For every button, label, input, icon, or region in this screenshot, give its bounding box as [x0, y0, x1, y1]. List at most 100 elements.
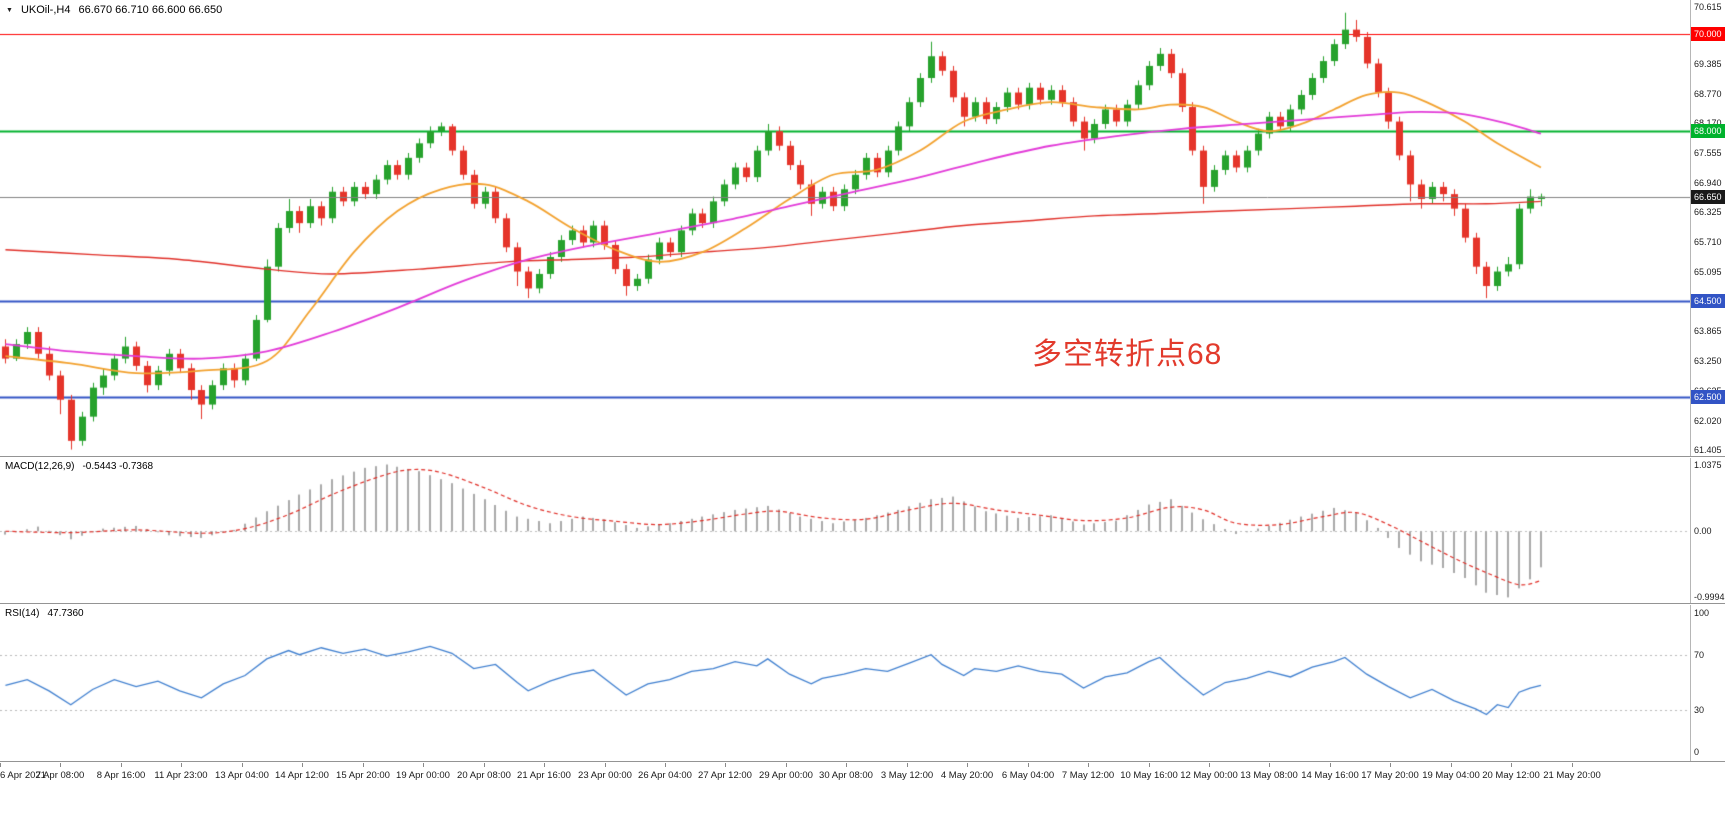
- rsi-tick-label: 100: [1694, 608, 1710, 618]
- time-tick: [544, 763, 545, 767]
- macd-tick-label: 0.00: [1694, 526, 1712, 537]
- price-tick-label: 62.020: [1694, 415, 1722, 426]
- time-tick: [242, 763, 243, 767]
- time-axis-label: 20 May 12:00: [1482, 770, 1540, 781]
- time-axis-label: 11 Apr 23:00: [154, 770, 208, 781]
- chart-header: ▼ UKOil-,H4 66.670 66.710 66.600 66.650: [6, 4, 222, 16]
- rsi-indicator-name: RSI(14): [5, 608, 40, 619]
- price-level-badge: 68.000: [1691, 124, 1725, 139]
- time-axis-label: 23 Apr 00:00: [578, 770, 632, 781]
- time-axis-label: 19 Apr 00:00: [396, 770, 450, 781]
- rsi-chart-canvas[interactable]: [0, 605, 1690, 762]
- time-axis-label: 30 Apr 08:00: [819, 770, 873, 781]
- price-level-badge: 64.500: [1691, 293, 1725, 308]
- rsi-indicator-value: 47.7360: [47, 608, 84, 619]
- time-tick: [302, 763, 303, 767]
- price-level-badge: 70.000: [1691, 27, 1725, 42]
- ohlc-values: 66.670 66.710 66.600 66.650: [78, 4, 223, 16]
- macd-indicator-name: MACD(12,26,9): [5, 461, 75, 472]
- time-tick: [907, 763, 908, 767]
- time-axis-label: 14 May 16:00: [1301, 770, 1359, 781]
- time-axis-label: 27 Apr 12:00: [698, 770, 752, 781]
- macd-panel: 1.0375 0.00 -0.9994 MACD(12,26,9) -0.5443 …: [0, 458, 1725, 604]
- time-axis-label: 7 May 12:00: [1061, 770, 1115, 781]
- rsi-panel: 100 70 30 0 RSI(14) 47.7360: [0, 605, 1725, 762]
- rsi-axis: 100 70 30 0: [1690, 605, 1725, 761]
- time-tick: [60, 763, 61, 767]
- time-tick: [121, 763, 122, 767]
- time-tick: [725, 763, 726, 767]
- time-axis-label: 13 Apr 04:00: [215, 770, 269, 781]
- rsi-tick-label: 70: [1694, 649, 1705, 660]
- time-axis-label: 26 Apr 04:00: [638, 770, 692, 781]
- price-tick-label: 68.770: [1694, 88, 1722, 99]
- time-axis-label: 6 Apr 2021: [0, 770, 46, 781]
- price-axis: 70.615 70.000 69.385 68.770 68.170 67.555 66.9…: [1690, 0, 1725, 456]
- time-tick: [1451, 763, 1452, 767]
- price-tick-label: 66.325: [1694, 207, 1722, 218]
- price-chart-canvas[interactable]: [0, 0, 1690, 457]
- time-axis-label: 19 May 04:00: [1422, 770, 1480, 781]
- price-tick-label: 69.385: [1694, 59, 1722, 70]
- price-tick-label: 65.095: [1694, 266, 1722, 277]
- time-axis-label: 6 May 04:00: [1001, 770, 1055, 781]
- time-tick: [423, 763, 424, 767]
- price-tick-label: 63.250: [1694, 356, 1722, 367]
- time-axis-label: 21 Apr 16:00: [517, 770, 571, 781]
- time-tick: [1511, 763, 1512, 767]
- macd-chart-canvas[interactable]: [0, 458, 1690, 604]
- time-axis-label: 7 Apr 08:00: [35, 770, 85, 781]
- time-tick: [1572, 763, 1573, 767]
- macd-tick-label: 1.0375: [1694, 460, 1722, 470]
- price-tick-label: 66.940: [1694, 177, 1722, 188]
- time-tick: [967, 763, 968, 767]
- time-tick: [181, 763, 182, 767]
- symbol-period-label: UKOil-,H4: [20, 4, 71, 16]
- annotation-text: 多空转折点68: [1032, 338, 1223, 371]
- macd-tick-label: -0.9994: [1694, 592, 1725, 602]
- time-axis-label: 14 Apr 12:00: [275, 770, 329, 781]
- time-tick: [1149, 763, 1150, 767]
- price-tick-label: 65.710: [1694, 237, 1722, 247]
- rsi-tick-label: 0: [1694, 747, 1700, 757]
- macd-axis: 1.0375 0.00 -0.9994: [1690, 458, 1725, 603]
- time-tick: [1269, 763, 1270, 767]
- price-tick-label: 61.405: [1694, 445, 1722, 455]
- time-tick: [1330, 763, 1331, 767]
- price-level-badge: 66.650: [1691, 189, 1725, 204]
- time-axis-label: 12 May 00:00: [1180, 770, 1238, 781]
- time-tick: [665, 763, 666, 767]
- time-axis-label: 29 Apr 00:00: [759, 770, 813, 781]
- rsi-label: RSI(14) 47.7360: [5, 608, 84, 619]
- time-tick: [1209, 763, 1210, 767]
- time-axis-label: 21 May 20:00: [1543, 770, 1601, 781]
- time-axis-label: 10 May 16:00: [1120, 770, 1178, 781]
- chevron-down-icon[interactable]: ▼: [6, 7, 13, 14]
- price-panel: 70.615 70.000 69.385 68.770 68.170 67.555 66.9…: [0, 0, 1725, 457]
- price-tick-label: 63.865: [1694, 326, 1722, 337]
- time-tick: [363, 763, 364, 767]
- rsi-tick-label: 30: [1694, 705, 1705, 716]
- price-tick-label: 70.615: [1694, 2, 1722, 12]
- time-axis-label: 20 Apr 08:00: [457, 770, 511, 781]
- time-tick: [846, 763, 847, 767]
- time-tick: [484, 763, 485, 767]
- time-axis-label: 4 May 20:00: [940, 770, 994, 781]
- time-tick: [1390, 763, 1391, 767]
- macd-indicator-values: -0.5443 -0.7368: [82, 461, 154, 472]
- time-axis-label: 15 Apr 20:00: [336, 770, 390, 781]
- time-axis-label: 8 Apr 16:00: [96, 770, 146, 781]
- time-tick: [1028, 763, 1029, 767]
- time-tick: [605, 763, 606, 767]
- time-tick: [1088, 763, 1089, 767]
- time-axis-label: 13 May 08:00: [1240, 770, 1298, 781]
- price-level-badge: 62.500: [1691, 390, 1725, 405]
- time-axis: 6 Apr 2021 7 Apr 08:00 8 Apr 16:00 11 Apr 2…: [0, 763, 1725, 839]
- price-tick-label: 68.170: [1694, 118, 1722, 128]
- time-axis-label: 17 May 20:00: [1361, 770, 1419, 781]
- macd-label: MACD(12,26,9) -0.5443 -0.7368: [5, 461, 153, 472]
- time-tick: [786, 763, 787, 767]
- time-tick: [0, 763, 1, 767]
- price-tick-label: 67.555: [1694, 147, 1722, 158]
